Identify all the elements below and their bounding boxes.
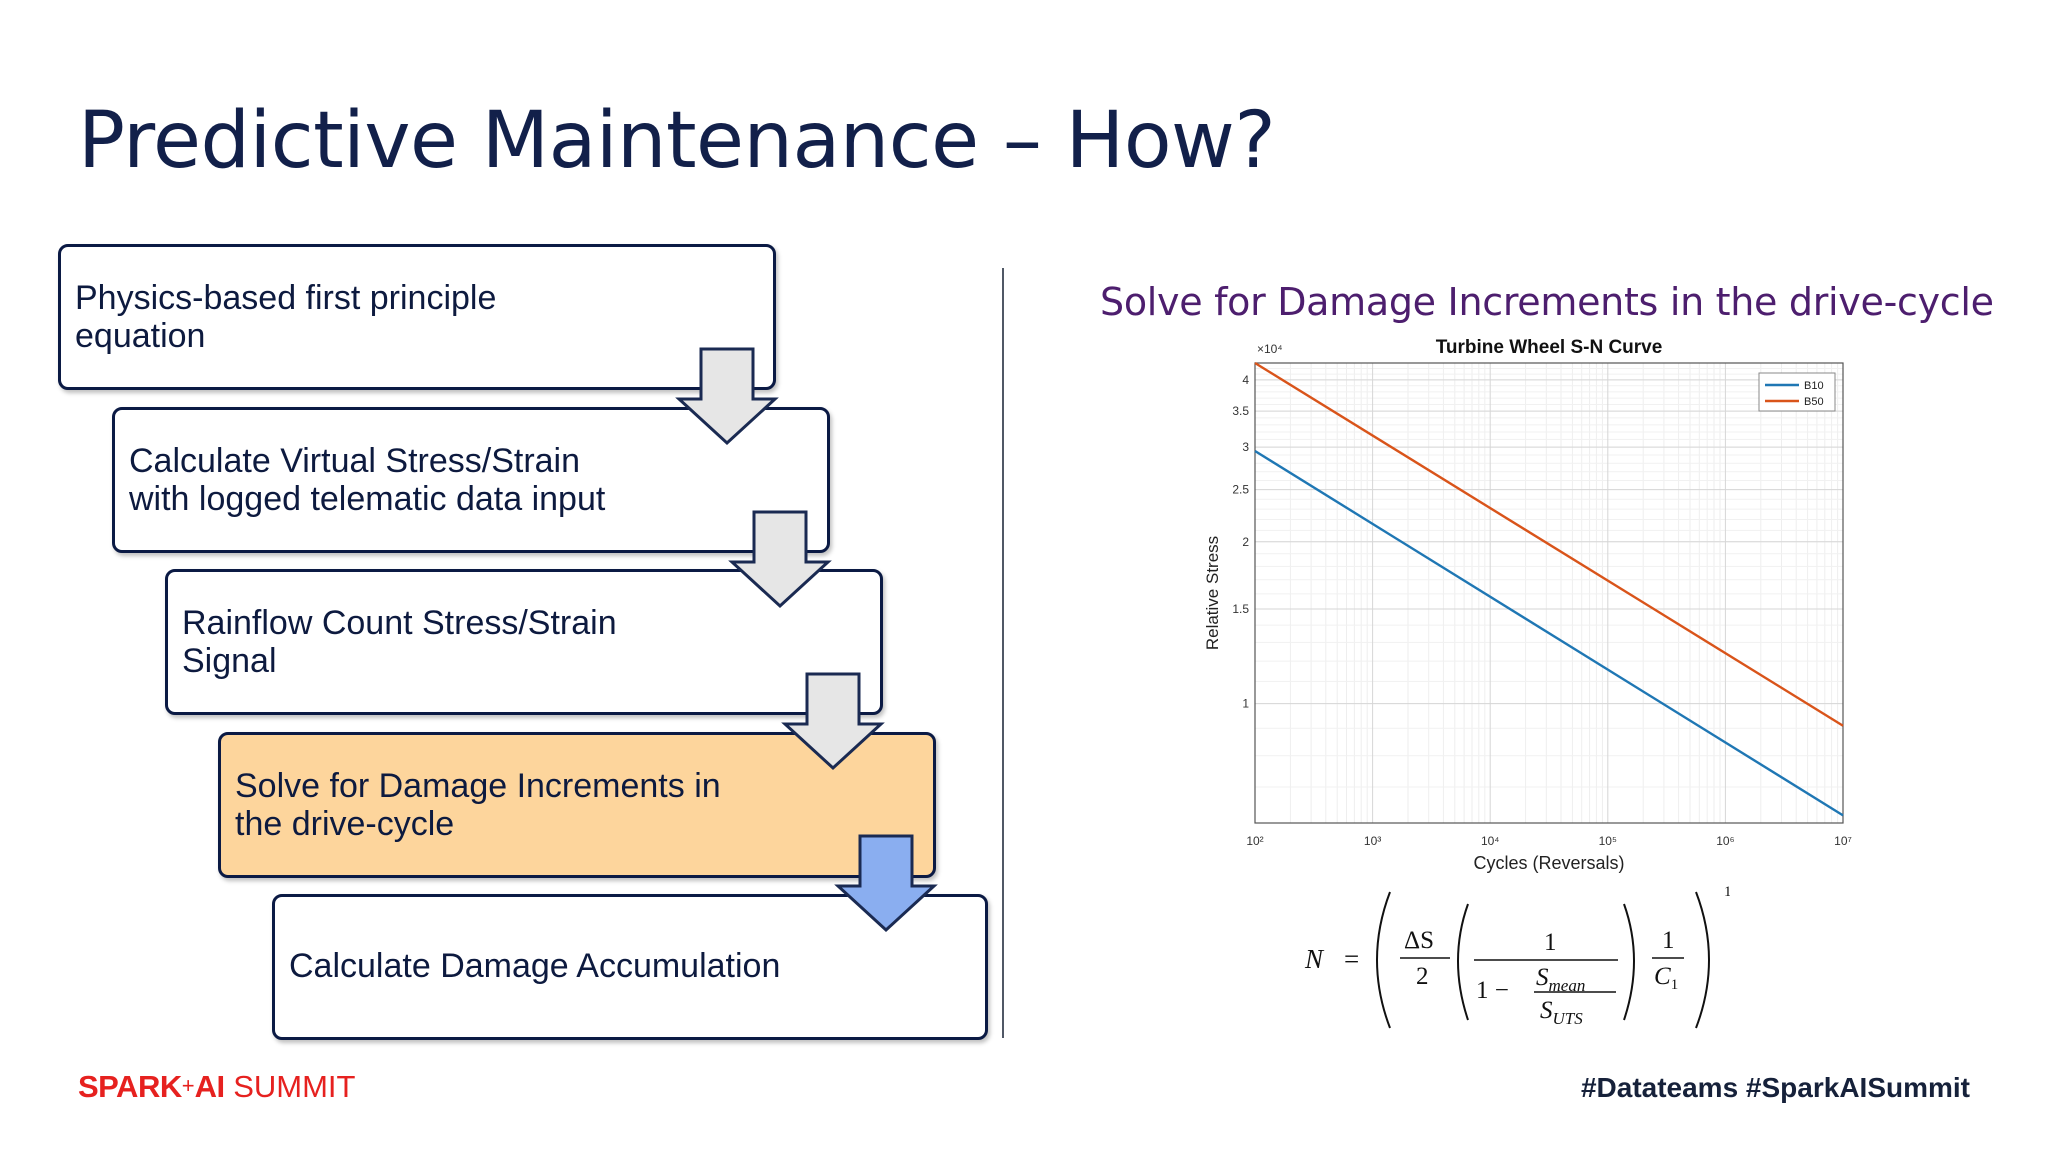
plot-frame xyxy=(1254,362,1844,824)
down-arrow-shape xyxy=(675,347,779,446)
slide-title: Predictive Maintenance – How? xyxy=(78,96,1276,186)
spark-ai-summit-logo: SPARK+AI SUMMIT xyxy=(78,1069,355,1105)
inner-right-paren xyxy=(1623,903,1635,1021)
s-uts-sub: UTS xyxy=(1553,1009,1584,1028)
formula-exponent-num: 1 xyxy=(1724,884,1730,900)
c-sub: 1 xyxy=(1671,977,1679,993)
x-tick-label: 10⁷ xyxy=(1834,834,1852,848)
logo-plus: + xyxy=(181,1073,195,1098)
down-arrow-shape xyxy=(781,672,885,771)
formula-delta-s: ΔS xyxy=(1404,927,1434,954)
s-mean-base: S xyxy=(1536,964,1549,991)
flow-step-virtual-stress: Calculate Virtual Stress/Strain with log… xyxy=(112,407,830,553)
series-line-b10 xyxy=(1254,449,1844,817)
step-2-line-2: with logged telematic data input xyxy=(129,480,606,518)
step-5-line-1: Calculate Damage Accumulation xyxy=(289,947,781,985)
formula-lhs: N xyxy=(1304,944,1325,974)
outer-left-paren xyxy=(1376,891,1391,1029)
y-tick-label: 1 xyxy=(1242,697,1249,711)
y-tick-label: 2 xyxy=(1242,535,1249,549)
step-2-line-1: Calculate Virtual Stress/Strain xyxy=(129,442,581,480)
x-tick-label: 10⁵ xyxy=(1599,834,1617,848)
step-4-line-1: Solve for Damage Increments in xyxy=(235,767,721,805)
step-3-line-1: Rainflow Count Stress/Strain xyxy=(182,604,617,642)
c-base: C xyxy=(1654,963,1671,990)
y-tick-label: 1.5 xyxy=(1232,602,1249,616)
x-axis-label: Cycles (Reversals) xyxy=(1473,853,1624,873)
sn-curve-chart: 10² 10³ 10⁴ 10⁵ 10⁶ 10⁷ 1 1.5 2 2.5 3 3.5 4 Turbine W… xyxy=(1203,337,1852,873)
outer-right-paren xyxy=(1695,891,1710,1029)
y-tick-label: 3.5 xyxy=(1232,404,1249,418)
formula-two: 2 xyxy=(1416,963,1429,990)
s-uts-base: S xyxy=(1540,997,1553,1024)
chart-legend xyxy=(1758,372,1836,412)
footer-hashtags: #Datateams #SparkAISummit xyxy=(1580,1072,1970,1103)
y-multiplier: ×10⁴ xyxy=(1257,342,1283,356)
series-line-b50 xyxy=(1254,361,1844,727)
formula-equals: = xyxy=(1344,944,1359,974)
step-1-line-2: equation xyxy=(75,317,206,355)
vertical-divider xyxy=(1002,268,1004,1038)
formula-one-top: 1 xyxy=(1544,929,1557,956)
y-tick-label: 2.5 xyxy=(1232,483,1249,497)
formula-one-c: 1 xyxy=(1662,927,1675,954)
chart-heading: Solve for Damage Increments in the drive… xyxy=(1100,280,1994,324)
logo-summit: SUMMIT xyxy=(224,1069,356,1104)
y-axis-label: Relative Stress xyxy=(1203,536,1222,650)
x-tick-label: 10⁴ xyxy=(1481,834,1500,848)
step-1-line-1: Physics-based first principle xyxy=(75,279,497,317)
s-mean-sub: mean xyxy=(1549,976,1586,995)
down-arrow-shape xyxy=(834,834,938,933)
y-tick-label: 3 xyxy=(1242,440,1249,454)
formula-s-mean: Smean xyxy=(1536,964,1585,995)
flow-step-physics-equation: Physics-based first principle equation xyxy=(58,244,776,390)
flow-step-rainflow-count: Rainflow Count Stress/Strain Signal xyxy=(165,569,883,715)
x-tick-label: 10⁶ xyxy=(1716,834,1734,848)
logo-spark: SPARK xyxy=(78,1069,182,1104)
x-tick-label: 10³ xyxy=(1364,834,1381,848)
formula-one-minus: 1 − xyxy=(1476,977,1509,1004)
chart-title: Turbine Wheel S-N Curve xyxy=(1436,337,1663,358)
down-arrow-icon xyxy=(834,834,938,933)
step-3-line-2: Signal xyxy=(182,642,277,680)
damage-formula: N = ΔS 2 1 1 − Smean SUTS 1 C1 1 b xyxy=(1304,884,1730,1029)
step-4-line-2: the drive-cycle xyxy=(235,805,455,843)
inner-left-paren xyxy=(1457,903,1469,1021)
flow-step-damage-accumulation: Calculate Damage Accumulation xyxy=(272,894,988,1040)
formula-c1: C1 xyxy=(1654,963,1678,993)
down-arrow-icon xyxy=(781,672,885,771)
flow-step-damage-increments: Solve for Damage Increments in the drive… xyxy=(218,732,936,878)
down-arrow-icon xyxy=(728,510,832,609)
down-arrow-shape xyxy=(728,510,832,609)
legend-label-b10: B10 xyxy=(1804,380,1824,392)
legend-label-b50: B50 xyxy=(1804,396,1824,408)
x-tick-label: 10² xyxy=(1246,834,1263,848)
formula-s-uts: SUTS xyxy=(1540,997,1583,1028)
down-arrow-icon xyxy=(675,347,779,446)
logo-ai: AI xyxy=(194,1069,226,1104)
y-tick-label: 4 xyxy=(1242,373,1249,387)
